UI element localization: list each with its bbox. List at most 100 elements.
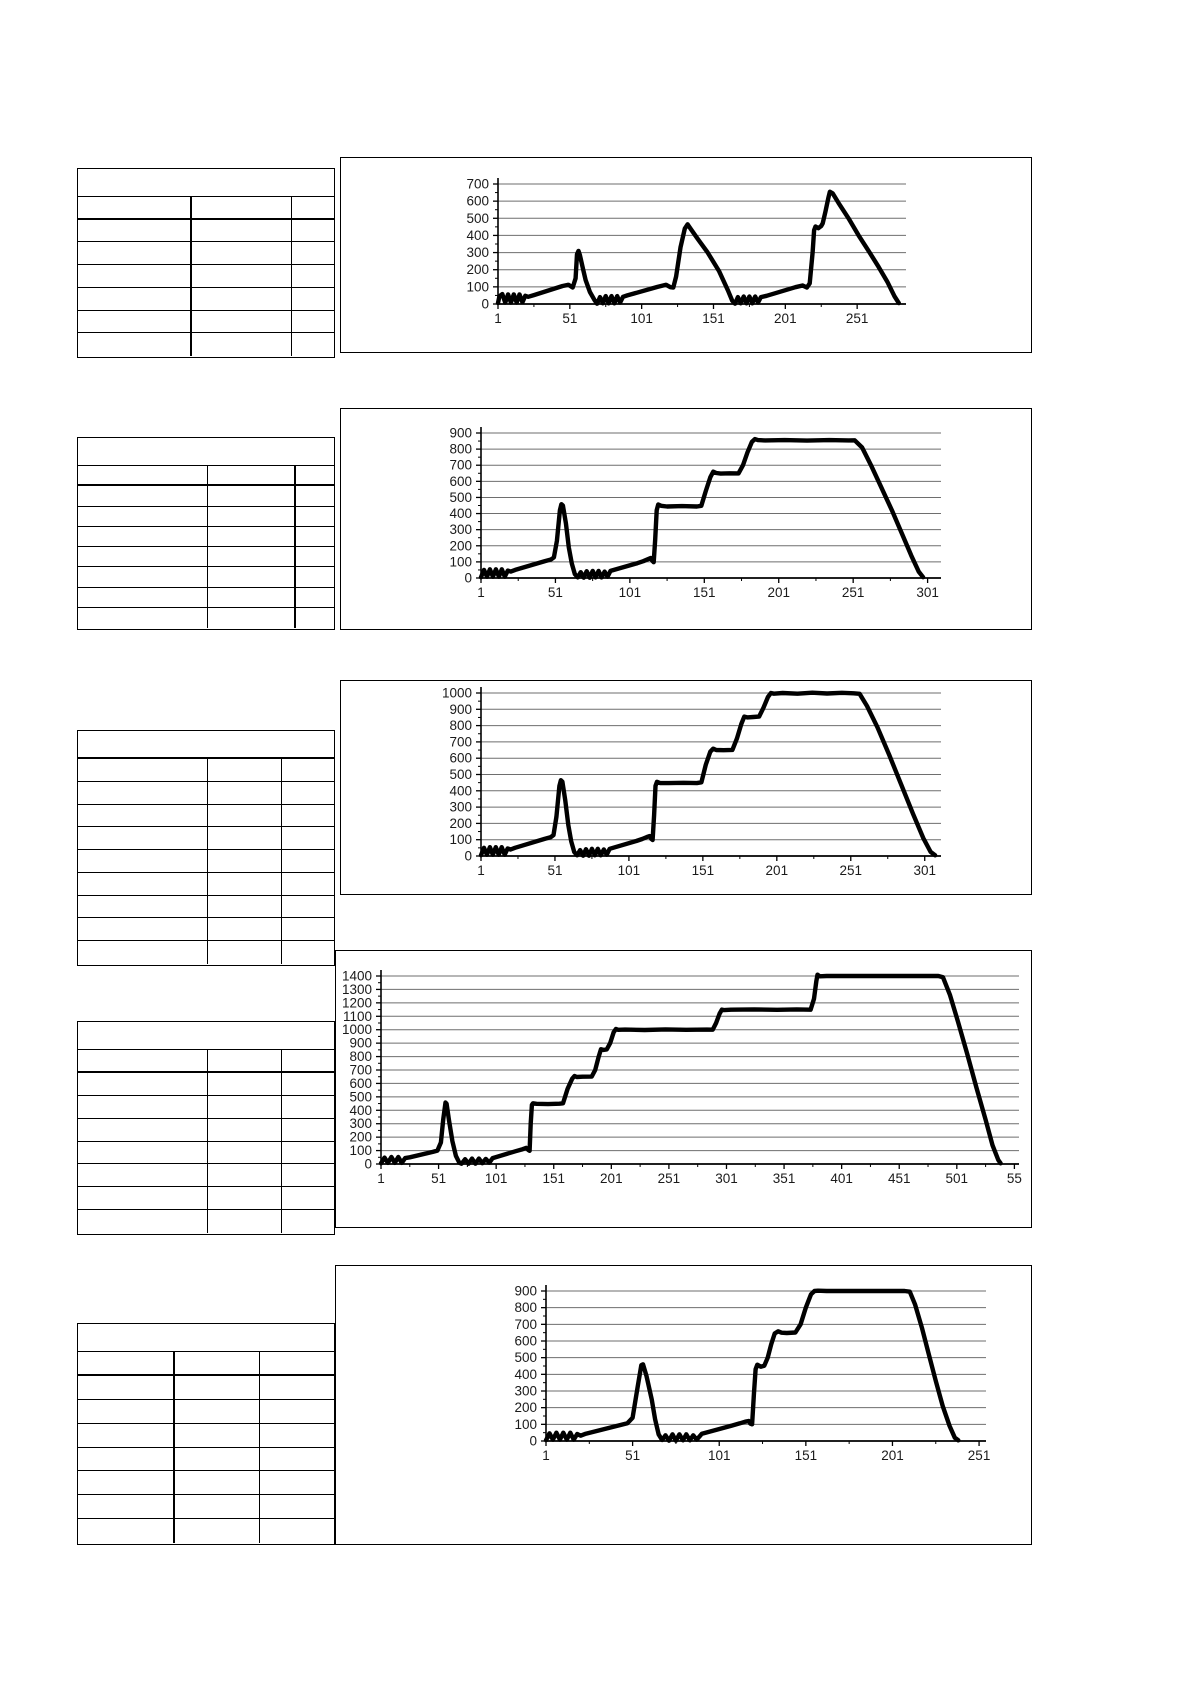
table-cell xyxy=(208,781,283,804)
table-cell xyxy=(282,896,334,918)
y-tick-label: 500 xyxy=(449,490,472,505)
table-cell xyxy=(208,759,283,781)
table-cell xyxy=(282,1142,334,1164)
y-tick-label: 700 xyxy=(514,1317,537,1332)
table-cell xyxy=(175,1423,260,1447)
table-cell xyxy=(282,827,334,849)
y-tick-label: 400 xyxy=(514,1367,537,1382)
x-tick-label: 1 xyxy=(477,585,485,600)
x-tick-label: 251 xyxy=(968,1448,991,1463)
y-tick-label: 0 xyxy=(481,297,489,312)
table-cell xyxy=(78,587,208,607)
y-tick-label: 0 xyxy=(364,1157,372,1172)
table-cell xyxy=(282,918,334,940)
x-tick-label: 201 xyxy=(766,863,789,878)
x-tick-label: 201 xyxy=(881,1448,904,1463)
x-tick-label: 151 xyxy=(795,1448,818,1463)
x-tick-label: 51 xyxy=(547,863,562,878)
y-tick-label: 0 xyxy=(464,849,472,864)
table-cell xyxy=(208,1187,283,1210)
table-cell xyxy=(260,1400,334,1423)
table-cell xyxy=(292,265,334,287)
x-tick-label: 251 xyxy=(658,1171,681,1186)
y-tick-label: 1000 xyxy=(342,1022,372,1037)
chart-frame-4: 0 100 200 300 400 500 600 700 800 900 1000 1100 1200… xyxy=(335,950,1032,1228)
table-header-row xyxy=(78,731,334,759)
table-cell xyxy=(175,1375,260,1399)
y-tick-label: 800 xyxy=(449,442,472,457)
table-header-row xyxy=(78,1324,334,1352)
table-cell xyxy=(192,265,293,287)
x-tick-label: 1 xyxy=(542,1448,550,1463)
table-cell xyxy=(78,1118,208,1141)
table-row xyxy=(78,759,334,782)
y-tick-label: 400 xyxy=(449,783,472,798)
table-cell xyxy=(292,242,334,264)
y-tick-label: 500 xyxy=(349,1089,372,1104)
x-tick-label: 201 xyxy=(600,1171,623,1186)
y-tick-label: 700 xyxy=(466,177,489,192)
table-cell xyxy=(78,918,208,941)
chart-frame-1: 0 100 200 300 400 500 600 700 1 51 101 151 201 251 xyxy=(340,157,1032,353)
table-cell xyxy=(175,1399,260,1423)
table-cell xyxy=(260,1519,334,1543)
table-cell xyxy=(292,333,334,356)
table-cell xyxy=(78,506,208,526)
x-tick-label: 301 xyxy=(916,585,939,600)
x-tick-label: 151 xyxy=(702,311,725,326)
x-tick-label: 151 xyxy=(693,585,716,600)
y-tick-label: 300 xyxy=(466,245,489,260)
line-chart-4: 0100200300400500600700800900100011001200… xyxy=(342,969,1022,1187)
y-tick-label: 300 xyxy=(349,1116,372,1131)
table-cell xyxy=(292,197,334,218)
table-row xyxy=(78,918,334,942)
table-row xyxy=(78,827,334,851)
y-tick-label: 1400 xyxy=(342,969,372,984)
table-cell xyxy=(208,1141,283,1164)
table-cell xyxy=(78,1471,176,1495)
table-row xyxy=(78,526,334,547)
table-cell xyxy=(208,1072,283,1095)
table-cell xyxy=(208,526,297,546)
y-tick-label: 500 xyxy=(514,1350,537,1365)
x-tick-label: 251 xyxy=(842,585,865,600)
x-tick-label: 451 xyxy=(888,1171,911,1186)
y-tick-label: 200 xyxy=(449,538,472,553)
table-row xyxy=(78,1447,334,1472)
table-row xyxy=(78,1050,334,1073)
x-tick-label: 251 xyxy=(846,311,869,326)
table-cell xyxy=(296,466,334,484)
y-tick-label: 200 xyxy=(466,262,489,277)
y-tick-label: 200 xyxy=(349,1130,372,1145)
table-cell xyxy=(192,287,293,310)
table-cell xyxy=(78,242,193,265)
table-cell xyxy=(296,567,334,586)
table-cell xyxy=(296,527,334,546)
y-tick-label: 600 xyxy=(449,751,472,766)
x-tick-label: 201 xyxy=(767,585,790,600)
table-cell xyxy=(78,872,208,895)
table-cell xyxy=(78,486,208,506)
y-tick-label: 900 xyxy=(449,702,472,717)
y-tick-label: 0 xyxy=(464,571,472,586)
table-cell xyxy=(296,507,334,526)
table-cell xyxy=(208,1118,283,1141)
table-cell xyxy=(260,1352,334,1374)
table-cell xyxy=(208,486,297,506)
x-tick-label: 101 xyxy=(619,585,642,600)
table-cell xyxy=(292,220,334,242)
table-cell xyxy=(78,287,193,310)
table-cell xyxy=(282,782,334,804)
table-row xyxy=(78,466,334,487)
chart-frame-3: 0 100 200 300 400 500 600 700 800 900 1000 1 51 101 15… xyxy=(340,680,1032,895)
table-cell xyxy=(208,547,297,567)
y-tick-label: 600 xyxy=(449,474,472,489)
table-row xyxy=(78,242,334,266)
y-tick-label: 300 xyxy=(514,1384,537,1399)
table-cell xyxy=(78,265,193,287)
table-row xyxy=(78,1375,334,1400)
table-row xyxy=(78,486,334,507)
table-cell xyxy=(78,1164,208,1187)
